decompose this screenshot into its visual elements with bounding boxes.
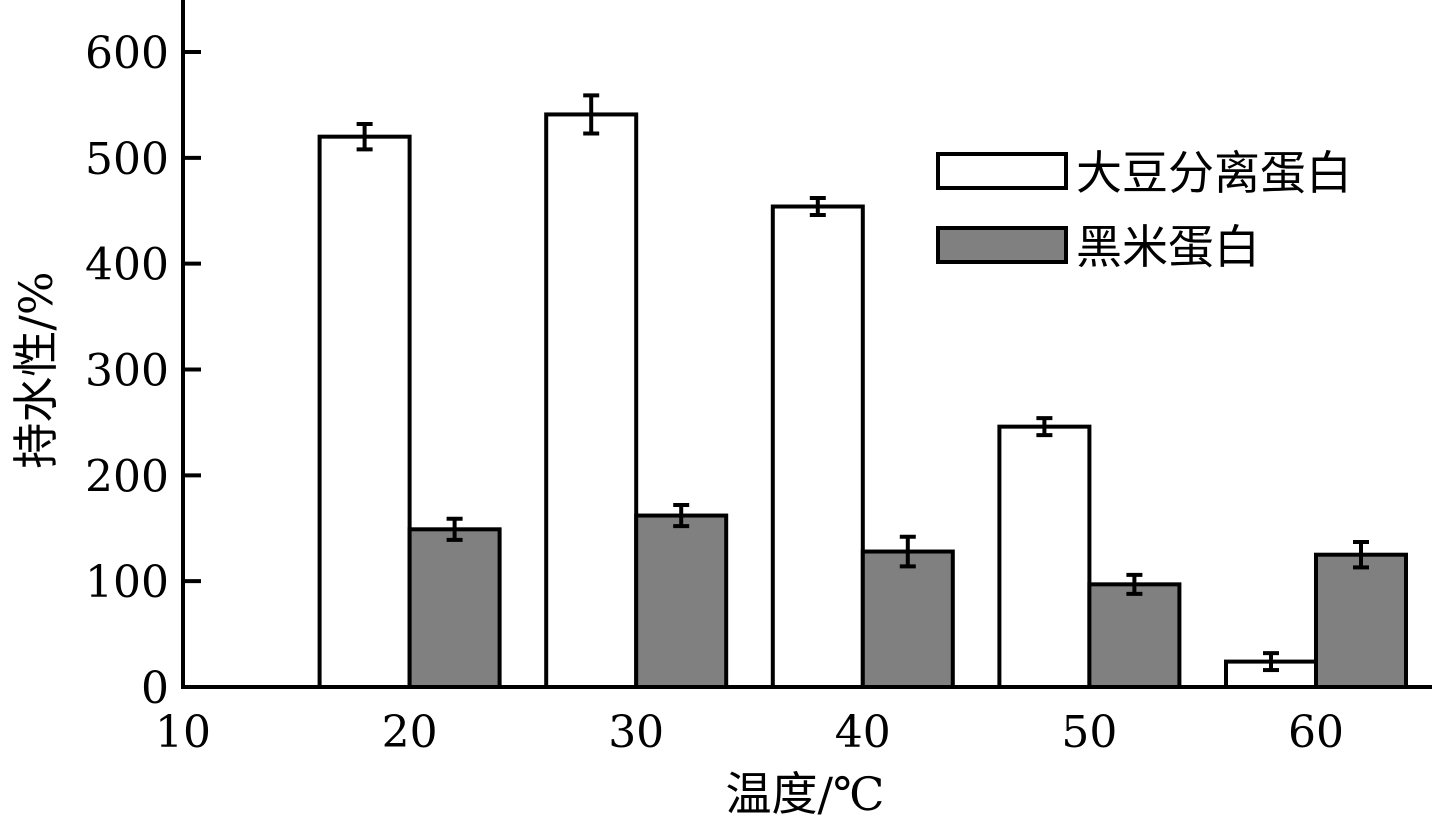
x-axis-title: 温度/℃ <box>726 767 885 820</box>
y-tick-label: 200 <box>85 451 169 502</box>
tick-labels: 0 100 200 300 400 500 600 10 20 30 40 50 60 <box>85 28 1344 758</box>
bar-soy-protein <box>544 112 639 690</box>
bar-black-rice-protein <box>860 549 955 689</box>
bar-soy-protein <box>770 204 865 689</box>
x-tick-label: 30 <box>608 707 664 758</box>
legend-label-black-rice-protein: 黑米蛋白 <box>1076 220 1260 274</box>
x-tick-label: 50 <box>1061 707 1117 758</box>
bar-black-rice-protein <box>1314 552 1408 689</box>
bar-black-rice-protein <box>634 513 729 689</box>
x-tick-label: 40 <box>835 707 891 758</box>
x-tick-label: 20 <box>382 707 438 758</box>
legend: 大豆分离蛋白 黑米蛋白 <box>936 146 1352 274</box>
bar-black-rice-protein <box>1087 582 1182 690</box>
bar-soy-protein <box>997 424 1092 689</box>
legend-label-soy-protein: 大豆分离蛋白 <box>1076 146 1352 200</box>
y-tick-label: 300 <box>85 346 169 397</box>
legend-swatch-black-rice-protein <box>936 226 1068 264</box>
x-tick-label: 10 <box>155 707 211 758</box>
x-tick-label: 60 <box>1288 707 1344 758</box>
bars <box>317 112 1408 690</box>
y-tick-label: 400 <box>85 240 169 291</box>
y-tick-label: 600 <box>85 28 169 79</box>
y-tick-label: 0 <box>141 663 169 714</box>
y-tick-label: 500 <box>85 134 169 185</box>
y-tick-label: 100 <box>85 557 169 608</box>
bar-soy-protein <box>317 134 412 689</box>
bar-black-rice-protein <box>407 527 502 690</box>
legend-swatch-soy-protein <box>936 152 1068 190</box>
error-bars <box>356 93 1369 673</box>
y-axis-title: 持水性/% <box>9 271 63 468</box>
